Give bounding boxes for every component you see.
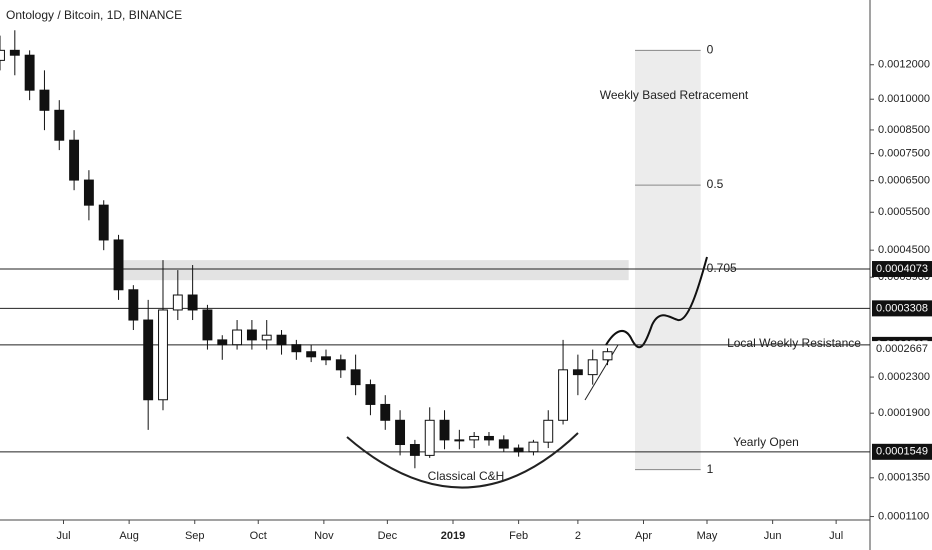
candle-body [321,356,331,361]
annotation: Local Weekly Resistance [727,336,861,350]
y-tick-label: 0.0008500 [878,124,930,136]
resistance-zone [114,260,629,281]
trendline [584,344,619,401]
annotation: Classical C&H [428,469,505,483]
candle-body [558,369,569,421]
fib-title: Weekly Based Retracement [600,88,749,102]
candle-body [409,444,420,456]
candle-body [513,447,524,453]
x-tick-label: Jul [829,530,843,542]
candle-body [39,89,50,111]
background-layer [114,50,701,470]
candle-body [306,351,317,358]
candle-body [69,139,80,181]
y-tick-label: 0.0001900 [878,407,930,419]
candle-body [9,49,20,56]
candle-body [365,384,376,405]
y-tick-label: 0.0001100 [878,510,929,522]
candle-body [261,334,272,341]
candle-body [454,439,465,442]
projection-path [605,256,708,349]
x-tick-label: Feb [509,530,528,542]
level-price-label: 0.0004073 [876,263,928,275]
candle-body [246,329,257,341]
fib-box [635,50,701,470]
x-tick-label: Dec [378,530,398,542]
x-tick-label: May [697,530,718,542]
candle-body [158,309,168,401]
candle-body [528,441,539,453]
last-price-label: 0.0002667 [876,343,928,355]
x-tick-label: Sep [185,530,205,542]
candle-body [335,359,346,371]
annotation: Yearly Open [733,435,799,449]
candle-body [232,329,243,346]
level-price-box [872,300,932,317]
y-tick-label: 0.0002300 [878,371,930,383]
candle-body [187,294,198,311]
candle-body [350,369,361,386]
candle-body [439,419,450,441]
y-tick-label: 0.0004500 [878,244,930,256]
level-price-box [872,261,932,278]
fib-level-label: 0 [707,43,714,57]
candle-body [484,435,494,441]
fib-level-label: 0.705 [707,261,737,275]
candle-body [113,239,124,291]
candle-body [498,439,509,449]
candle-body [587,359,598,376]
level-price-box [872,443,932,460]
x-tick-label: 2019 [441,530,465,542]
candle-body [202,309,213,341]
cup-arc [346,432,579,489]
candle-body [572,369,583,376]
x-tick-label: Nov [314,530,334,542]
candle-body [83,179,94,206]
candle-body [424,419,435,456]
fib-level-label: 0.5 [707,177,724,191]
candle-body [380,403,391,421]
x-tick-label: 2 [575,530,581,542]
candle-body [98,204,109,241]
candle-body [469,435,480,441]
y-tick-label: 0.0007500 [878,148,930,160]
x-tick-label: Aug [119,530,139,542]
x-tick-label: Jun [764,530,782,542]
fib-level-label: 1 [707,462,714,476]
candle-body [602,351,613,361]
candle-body [128,289,139,321]
x-tick-label: Jul [56,530,70,542]
chart-title: Ontology / Bitcoin, 1D, BINANCE [6,8,182,22]
candle-body [0,49,5,61]
candle-body [24,54,35,91]
candle-body [395,419,406,446]
candle-body [54,109,65,141]
y-tick-label: 0.0010000 [878,93,930,105]
x-tick-label: Oct [250,530,267,542]
y-tick-label: 0.0012000 [878,59,930,71]
candle-body [143,319,154,401]
candle-body [172,294,183,311]
candle-body [217,339,228,346]
candle-body [276,334,287,346]
x-tick-label: Apr [635,530,652,542]
y-tick-label: 0.0005500 [878,206,930,218]
level-price-label: 0.0003308 [876,302,928,314]
candle-body [543,419,554,443]
last-price-box [872,341,932,358]
y-tick-label: 0.0006500 [878,175,930,187]
y-tick-label: 0.0001350 [878,472,930,484]
candle-body [291,344,302,353]
level-price-label: 0.0001549 [876,446,928,458]
